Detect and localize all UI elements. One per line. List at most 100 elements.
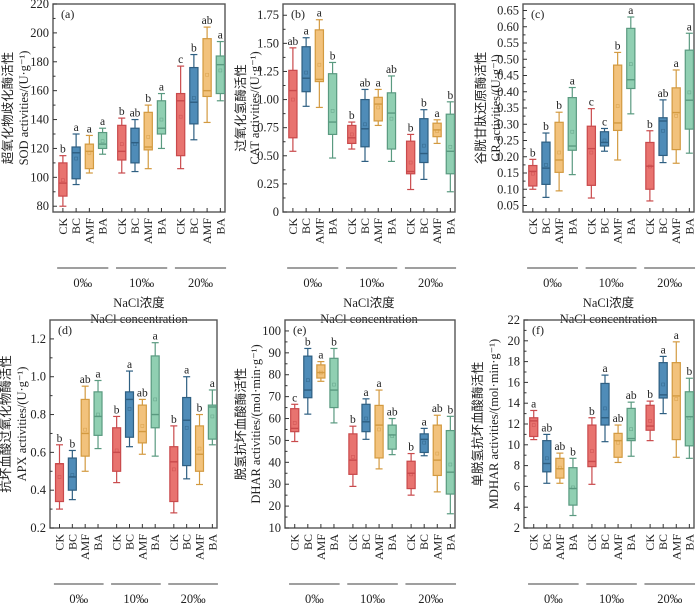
box-amf: ab AMF — [78, 374, 92, 560]
box-iqr — [671, 87, 681, 151]
y-tick-label: 180 — [30, 55, 49, 69]
significance-letter: b — [305, 336, 311, 348]
box-iqr — [587, 424, 597, 468]
x-category-label: BA — [96, 218, 110, 235]
group-label: 20‰ — [657, 592, 683, 606]
significance-letter: b — [349, 110, 355, 122]
box-iqr — [419, 433, 429, 454]
mean-marker — [205, 72, 209, 77]
y-tick-label: 220 — [30, 0, 49, 11]
significance-letter: b — [647, 389, 653, 401]
significance-letter: b — [570, 446, 576, 458]
group-label: 20‰ — [181, 592, 207, 606]
y-tick-label: 0.35 — [497, 101, 519, 115]
x-axis-title-cn: NaCl浓度 — [343, 295, 395, 310]
box-ck: c CK — [584, 97, 598, 235]
x-category-label: CK — [526, 218, 540, 235]
box-amf: a AMF — [82, 123, 96, 244]
y-tick-label: 80 — [269, 368, 282, 382]
x-axis-title-en: NaCl concentration — [560, 312, 658, 326]
significance-letter: ab — [554, 441, 565, 453]
significance-letter: b — [647, 119, 653, 131]
significance-letter: b — [145, 93, 151, 105]
y-tick-label: 12 — [508, 417, 521, 431]
significance-letter: b — [421, 98, 427, 110]
box-amf: ab AMF — [611, 413, 625, 560]
box-iqr — [347, 124, 357, 145]
box-ck: b CK — [585, 406, 599, 551]
x-category-label: CK — [346, 534, 360, 551]
x-category-label: AMF — [669, 218, 683, 244]
significance-letter: a — [87, 123, 92, 135]
box-bc: a BC — [417, 416, 431, 550]
group-label: 0‰ — [305, 592, 324, 606]
box-iqr — [202, 38, 212, 98]
box-bc: b BC — [301, 336, 315, 550]
x-category-label: BA — [566, 534, 580, 551]
x-category-label: BA — [154, 218, 168, 235]
y-tick-label: 0.60 — [497, 20, 519, 34]
box-ck: b CK — [404, 122, 418, 234]
significance-letter: ab — [541, 422, 552, 434]
significance-letter: c — [178, 54, 183, 66]
box-ck: b CK — [345, 110, 359, 235]
panel-a: 80100120140160180200220(a)bCKaBCaAMFaBAb… — [0, 0, 227, 326]
significance-letter: c — [602, 116, 607, 128]
x-category-label: CK — [345, 218, 359, 235]
box-iqr — [567, 96, 577, 151]
x-category-label: BC — [598, 534, 612, 550]
significance-letter: b — [171, 414, 177, 426]
x-axis-title-en: NaCl concentration — [90, 312, 188, 326]
y-tick-label: 1.25 — [257, 64, 279, 78]
box-iqr — [405, 140, 416, 175]
box-bc: a BC — [123, 359, 137, 550]
significance-letter: a — [376, 77, 381, 89]
y-tick-label: 14 — [508, 396, 521, 410]
mean-marker — [544, 163, 548, 167]
box-ck: b CK — [643, 119, 657, 235]
box-ck: b CK — [56, 144, 70, 235]
y-tick-label: 0.10 — [497, 182, 519, 196]
panel-b: 00.250.500.751.001.251.501.75 (b)abCKaBCa… — [233, 3, 457, 326]
mean-marker — [557, 150, 561, 155]
x-category-label: CK — [110, 534, 124, 551]
box-ba: a BA — [96, 116, 110, 234]
mean-marker — [197, 446, 202, 451]
box-ba: b BA — [443, 404, 457, 550]
x-category-label: AMF — [314, 534, 328, 560]
x-category-label: BA — [205, 534, 219, 551]
mean-marker — [364, 416, 368, 421]
box-iqr — [626, 27, 636, 90]
y-tick-label: 22 — [508, 313, 521, 327]
box-iqr — [419, 118, 429, 164]
plot-frame — [49, 319, 218, 529]
significance-letter: a — [317, 8, 322, 20]
box-iqr — [361, 403, 371, 433]
mean-marker — [435, 129, 439, 133]
plot-frame — [282, 3, 456, 213]
box-ck: b CK — [115, 106, 129, 235]
box-iqr — [316, 364, 326, 379]
box-amf: b AMF — [141, 93, 155, 244]
mean-marker — [153, 397, 157, 402]
mean-marker — [661, 382, 665, 387]
x-category-label: BC — [417, 218, 431, 234]
mean-marker — [146, 135, 151, 139]
panel-label: (d) — [58, 323, 72, 337]
significance-letter: ab — [386, 64, 397, 76]
x-category-label: CK — [643, 218, 657, 235]
mean-marker — [119, 142, 124, 146]
box-iqr — [684, 391, 694, 447]
y-tick-label: 0.50 — [497, 52, 519, 66]
box-ba: a BA — [154, 82, 168, 235]
mean-marker — [210, 414, 215, 419]
mean-marker — [363, 122, 367, 127]
y-axis-title-cn: 过氧化氢酶活性 — [233, 64, 248, 152]
x-category-label: BC — [656, 218, 670, 234]
mean-marker — [571, 485, 575, 490]
box-iqr — [542, 440, 552, 473]
box-amf: b AMF — [193, 403, 207, 560]
significance-letter: ab — [137, 387, 148, 399]
significance-letter: ab — [202, 15, 213, 27]
panel-label: (a) — [61, 7, 74, 21]
